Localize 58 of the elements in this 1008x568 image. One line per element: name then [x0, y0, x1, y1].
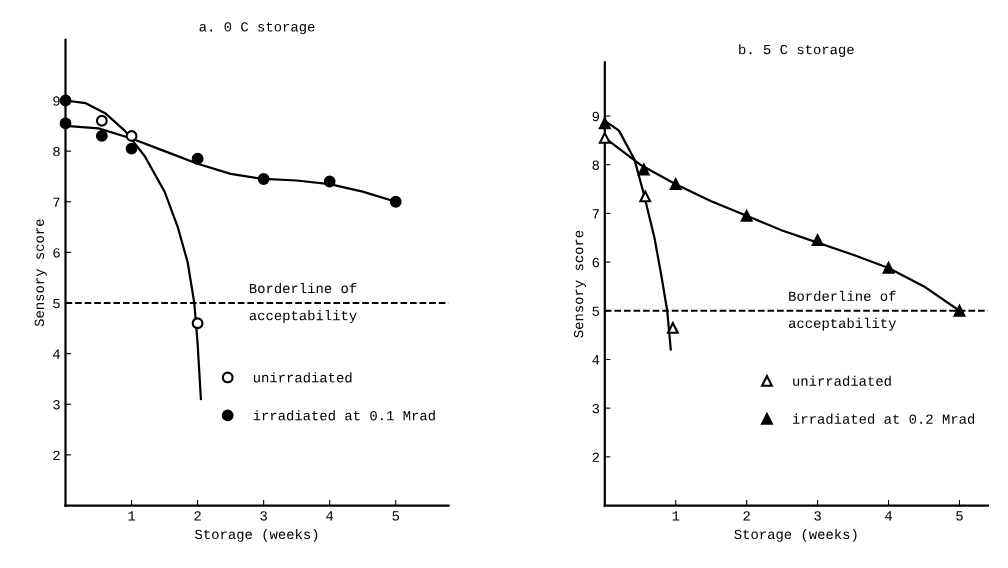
- x-tick-label: 3: [814, 511, 821, 521]
- y-tick-label: 8: [592, 160, 600, 170]
- y-tick-label: 5: [53, 298, 60, 309]
- y-tick-label: 9: [592, 111, 599, 122]
- x-tick-label: 4: [326, 511, 334, 521]
- y-axis-title: Sensory score: [34, 219, 47, 327]
- legend-label: unirradiated: [253, 372, 352, 383]
- y-axis-title: Sensory score: [573, 230, 587, 338]
- point: [389, 195, 402, 208]
- y-tick-label: 4: [53, 349, 60, 359]
- x-axis-title: Storage (weeks): [195, 528, 318, 542]
- point: [811, 234, 824, 247]
- y-tick-label: 3: [592, 403, 600, 414]
- chart-title: b. 5 C storage: [739, 44, 854, 58]
- x-axis-title: Storage (weeks): [734, 528, 857, 542]
- point: [191, 317, 204, 330]
- point: [95, 130, 108, 142]
- x-tick-label: 1: [128, 511, 136, 521]
- legend-label: unirradiated: [793, 375, 891, 386]
- chart-title: a. 0 C storage: [199, 22, 315, 35]
- y-tick-label: 4: [592, 355, 600, 365]
- y-tick-label: 2: [592, 452, 599, 462]
- point: [598, 117, 611, 130]
- y-tick-label: 7: [53, 197, 60, 207]
- text: Borderline of acceptability: [788, 290, 896, 331]
- x-tick-label: 1: [672, 511, 680, 521]
- point: [598, 132, 611, 144]
- y-tick-label: 6: [53, 248, 60, 258]
- point: [59, 117, 72, 130]
- x-tick-label: 5: [392, 511, 400, 521]
- y-tick-label: 3: [53, 400, 60, 410]
- point: [953, 304, 966, 317]
- y-tick-label: 9: [53, 96, 60, 106]
- point: [59, 94, 72, 107]
- y-tick-label: 7: [592, 209, 599, 219]
- x-tick-label: 3: [260, 511, 267, 521]
- point: [125, 142, 138, 155]
- y-tick-label: 8: [53, 146, 60, 157]
- y-tick-label: 2: [53, 450, 60, 460]
- text: Borderline of acceptability: [249, 283, 357, 324]
- y-tick-label: 5: [592, 306, 600, 316]
- x-tick-label: 4: [885, 511, 892, 521]
- point: [669, 178, 682, 191]
- point: [191, 152, 204, 165]
- x-tick-label: 2: [194, 511, 201, 521]
- point: [125, 130, 138, 142]
- point: [637, 163, 650, 176]
- legend-label: irradiated at 0.2 Mrad: [792, 413, 975, 424]
- point: [740, 209, 753, 222]
- point: [95, 114, 108, 127]
- x-tick-label: 2: [743, 511, 750, 521]
- point: [257, 173, 270, 185]
- point: [323, 175, 336, 188]
- x-tick-label: 5: [956, 511, 963, 521]
- legend-label: irradiated at 0.1 Mrad: [253, 410, 435, 421]
- y-tick-label: 6: [592, 257, 600, 268]
- point: [666, 321, 679, 334]
- point: [639, 190, 652, 203]
